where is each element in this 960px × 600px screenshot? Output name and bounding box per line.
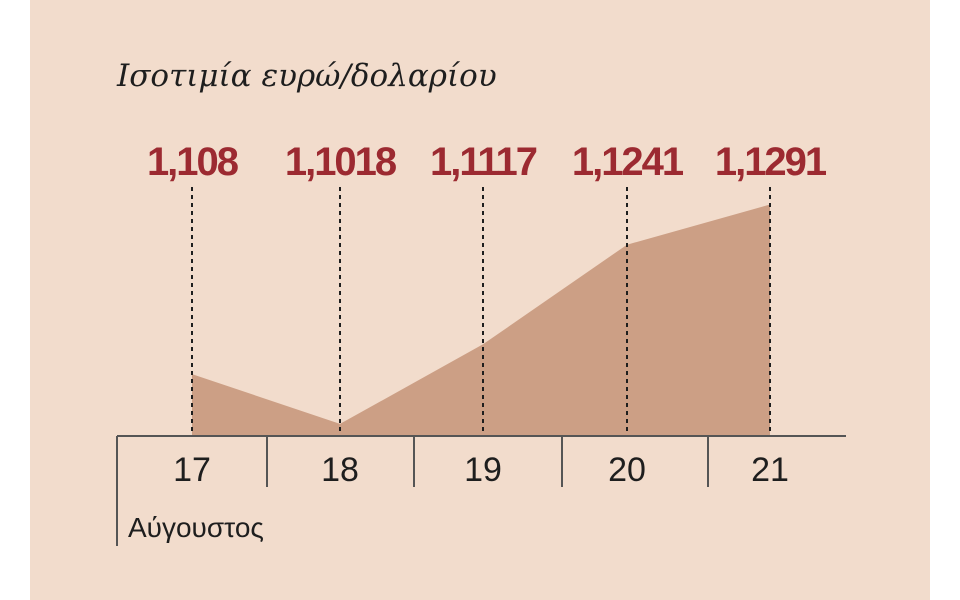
x-tick-label-18: 18 xyxy=(321,451,359,489)
data-label-20: 1,1241 xyxy=(572,140,684,184)
x-tick-label-17: 17 xyxy=(173,451,211,489)
data-label-17: 1,108 xyxy=(147,140,239,184)
x-tick-label-20: 20 xyxy=(608,451,646,489)
chart-title: Ισοτιμία ευρώ/δολαρίου xyxy=(117,58,497,94)
data-label-21: 1,1291 xyxy=(715,140,827,184)
series-area xyxy=(192,204,770,436)
x-tick-label-21: 21 xyxy=(751,451,789,489)
x-axis-title: Αύγουστος xyxy=(128,512,264,543)
x-tick-label-19: 19 xyxy=(464,451,502,489)
chart-panel xyxy=(30,0,930,600)
data-label-18: 1,1018 xyxy=(285,140,397,184)
data-label-19: 1,1117 xyxy=(430,140,537,184)
